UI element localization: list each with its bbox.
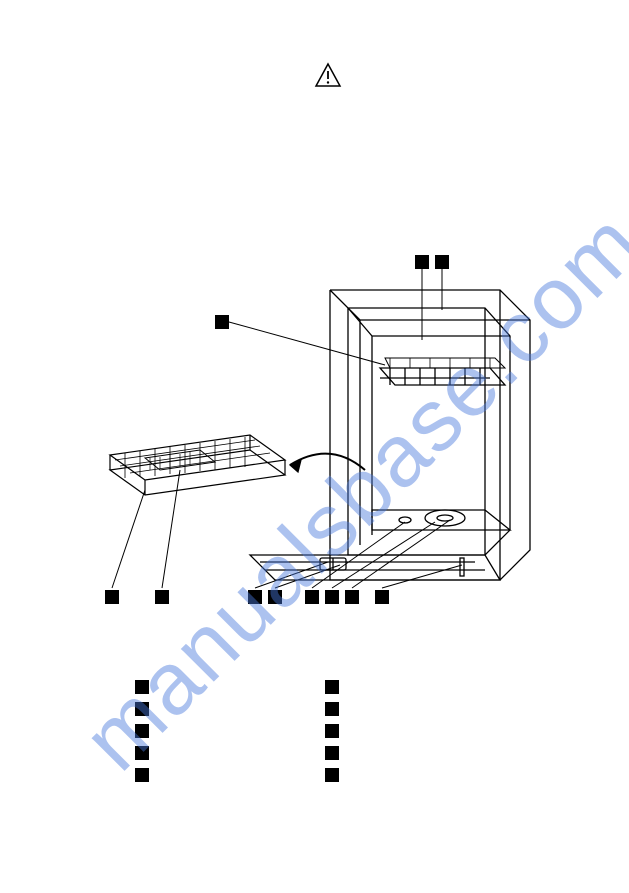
callout-2: [435, 255, 449, 269]
callout-4: [105, 590, 119, 604]
legend-col-left: [135, 680, 295, 790]
callout-10: [345, 590, 359, 604]
legend-item: [325, 768, 485, 782]
legend-item: [325, 724, 485, 738]
legend-item: [325, 680, 485, 694]
callout-8: [305, 590, 319, 604]
legend-item: [135, 724, 295, 738]
callout-9: [325, 590, 339, 604]
callout-11: [375, 590, 389, 604]
callout-7: [268, 590, 282, 604]
callout-3: [215, 315, 229, 329]
callout-6: [248, 590, 262, 604]
warning-icon: [314, 62, 342, 88]
legend-item: [325, 702, 485, 716]
dishwasher-diagram: [90, 240, 560, 640]
legend-item: [135, 746, 295, 760]
legend-col-right: [325, 680, 485, 790]
dishwasher-svg: [90, 240, 560, 640]
callout-5: [155, 590, 169, 604]
callout-1: [415, 255, 429, 269]
legend-item: [135, 768, 295, 782]
legend-item: [325, 746, 485, 760]
legend-item: [135, 702, 295, 716]
legend-item: [135, 680, 295, 694]
